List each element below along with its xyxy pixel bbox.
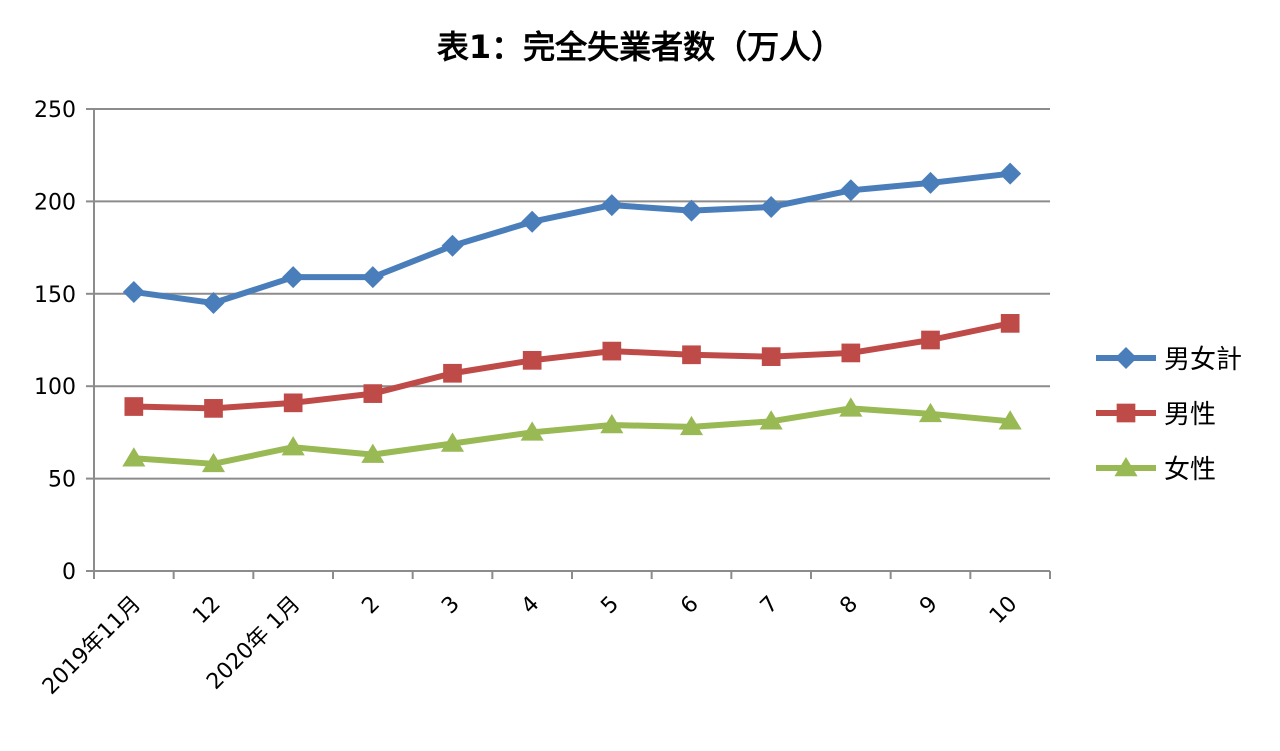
- data-point-diamond: [999, 162, 1022, 185]
- y-tick-label: 0: [62, 560, 76, 585]
- data-point-diamond: [122, 280, 145, 303]
- data-point-square: [761, 347, 781, 366]
- x-tick-label: 4: [517, 592, 545, 620]
- x-tick-label: 2019年11月: [38, 592, 146, 700]
- x-tick-label: 9: [915, 592, 943, 620]
- data-point-triangle: [361, 443, 385, 463]
- legend-entry-3: 女性: [1096, 455, 1216, 485]
- x-tick-label: 12: [188, 592, 225, 629]
- x-tick-label: 10: [985, 592, 1022, 629]
- data-point-triangle: [600, 414, 624, 434]
- data-point-diamond: [680, 199, 703, 222]
- series-2: [124, 314, 1020, 418]
- data-point-triangle: [918, 402, 943, 423]
- x-tick-label: 7: [756, 592, 784, 620]
- x-tick-label: 5: [596, 592, 624, 620]
- legend-entry-2: 男性: [1096, 400, 1216, 430]
- data-point-triangle: [759, 410, 783, 430]
- data-point-triangle: [679, 415, 704, 436]
- data-point-square: [283, 393, 303, 413]
- data-point-square: [1000, 314, 1020, 333]
- data-point-diamond: [1115, 347, 1137, 369]
- y-tick-label: 250: [34, 98, 76, 123]
- y-tick-label: 50: [48, 468, 76, 493]
- data-point-triangle: [122, 447, 146, 467]
- data-point-diamond: [282, 266, 305, 289]
- x-tick-label: 2: [357, 592, 385, 620]
- chart-title: 表1：完全失業者数（万人）: [437, 28, 843, 66]
- y-tick-label: 200: [34, 190, 76, 215]
- data-point-square: [841, 343, 861, 363]
- data-point-square: [124, 397, 144, 416]
- x-tick-label: 8: [835, 592, 863, 620]
- series-1: [122, 162, 1022, 315]
- data-point-diamond: [600, 194, 623, 217]
- data-point-triangle: [281, 436, 305, 456]
- data-point-diamond: [839, 179, 862, 202]
- series-line: [130, 170, 1014, 307]
- data-point-diamond: [202, 292, 225, 315]
- data-point-triangle: [520, 421, 544, 441]
- data-point-square: [363, 384, 383, 403]
- x-tick-label: 3: [437, 592, 465, 620]
- y-tick-label: 100: [34, 375, 76, 400]
- legend-label: 男女計: [1164, 345, 1242, 375]
- data-point-diamond: [521, 210, 544, 233]
- series-3: [122, 397, 1022, 473]
- data-point-square: [921, 330, 940, 350]
- series-line: [130, 320, 1014, 412]
- series-line: [130, 405, 1014, 467]
- data-point-diamond: [919, 171, 942, 194]
- data-point-square: [443, 363, 462, 383]
- x-tick-label: 6: [676, 592, 704, 620]
- data-point-triangle: [1114, 457, 1138, 477]
- data-point-diamond: [441, 234, 464, 257]
- data-point-diamond: [760, 195, 783, 218]
- data-point-square: [204, 399, 223, 418]
- legend-label: 女性: [1164, 455, 1216, 485]
- data-point-diamond: [361, 266, 384, 289]
- data-point-square: [1116, 403, 1136, 423]
- data-point-triangle: [201, 452, 226, 473]
- series-lines: [122, 162, 1022, 473]
- legend-label: 男性: [1164, 400, 1216, 430]
- data-point-square: [602, 341, 622, 361]
- gridlines: [94, 108, 1050, 480]
- legend-entry-1: 男女計: [1096, 345, 1242, 375]
- data-point-triangle: [839, 397, 863, 417]
- data-point-triangle: [998, 410, 1022, 430]
- data-point-square: [682, 345, 701, 365]
- y-tick-label: 150: [34, 283, 76, 308]
- data-point-square: [522, 350, 542, 370]
- data-point-triangle: [440, 432, 465, 452]
